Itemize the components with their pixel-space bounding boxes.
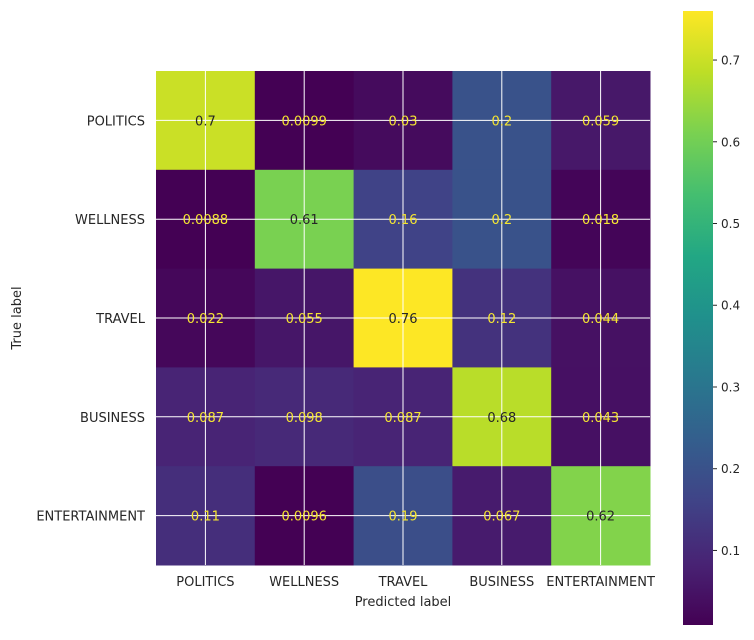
x-tick-label: BUSINESS [469, 575, 534, 590]
x-tick-label: TRAVEL [378, 575, 429, 590]
colorbar-tick-label: 0.5 [721, 217, 740, 231]
cell-value-label: 0.0099 [281, 114, 327, 129]
cell-value-label: 0.76 [389, 312, 418, 327]
heatmap-gridlines [156, 71, 650, 565]
cell-value-label: 0.61 [290, 213, 319, 228]
x-tick-label: POLITICS [176, 575, 234, 590]
cell-value-label: 0.022 [187, 312, 224, 327]
cell-value-label: 0.7 [195, 114, 216, 129]
cell-value-label: 0.2 [491, 114, 512, 129]
y-tick-label: BUSINESS [80, 411, 145, 426]
cell-value-label: 0.0088 [183, 213, 229, 228]
y-tick-label: TRAVEL [95, 312, 146, 327]
colorbar-tick-label: 0.2 [721, 462, 740, 476]
y-axis-tick-labels: POLITICS WELLNESS TRAVEL BUSINESS ENTERTAINM… [36, 114, 145, 524]
cell-value-label: 0.059 [582, 114, 619, 129]
cell-value-label: 0.12 [487, 312, 516, 327]
cell-value-label: 0.16 [389, 213, 418, 228]
cell-value-label: 0.62 [586, 510, 615, 525]
cell-value-label: 0.067 [483, 510, 520, 525]
y-tick-label: ENTERTAINMENT [36, 510, 145, 525]
cell-value-label: 0.11 [191, 510, 220, 525]
colorbar-tick-label: 0.7 [721, 54, 740, 68]
cell-value-label: 0.087 [384, 411, 421, 426]
cell-value-label: 0.19 [389, 510, 418, 525]
cell-value-label: 0.68 [487, 411, 516, 426]
colorbar-tick-label: 0.3 [721, 380, 740, 394]
colorbar-tick-labels: 0.1 0.2 0.3 0.4 0.5 0.6 0.7 [713, 54, 740, 558]
cell-value-label: 0.055 [286, 312, 323, 327]
y-tick-label: POLITICS [87, 114, 145, 129]
cell-value-label: 0.098 [286, 411, 323, 426]
cell-value-labels: 0.7 0.0099 0.03 0.2 0.059 0.0088 0.61 0.16 0.2 0.… [183, 114, 620, 524]
y-axis-label: True label [10, 286, 25, 350]
y-tick-label: WELLNESS [75, 213, 145, 228]
x-tick-label: WELLNESS [269, 575, 339, 590]
colorbar-tick-label: 0.4 [721, 299, 740, 313]
cell-value-label: 0.03 [389, 114, 418, 129]
cell-value-label: 0.018 [582, 213, 619, 228]
x-axis-label: Predicted label [355, 595, 452, 610]
cell-value-label: 0.043 [582, 411, 619, 426]
cell-value-label: 0.087 [187, 411, 224, 426]
cell-value-label: 0.2 [491, 213, 512, 228]
colorbar-tick-label: 0.6 [721, 135, 740, 149]
cell-value-label: 0.044 [582, 312, 619, 327]
colorbar [683, 11, 713, 625]
colorbar-tick-label: 0.1 [721, 544, 740, 558]
cell-value-label: 0.0096 [281, 510, 327, 525]
x-axis-tick-labels: POLITICS WELLNESS TRAVEL BUSINESS ENTERTAINM… [176, 575, 655, 590]
x-tick-label: ENTERTAINMENT [546, 575, 655, 590]
